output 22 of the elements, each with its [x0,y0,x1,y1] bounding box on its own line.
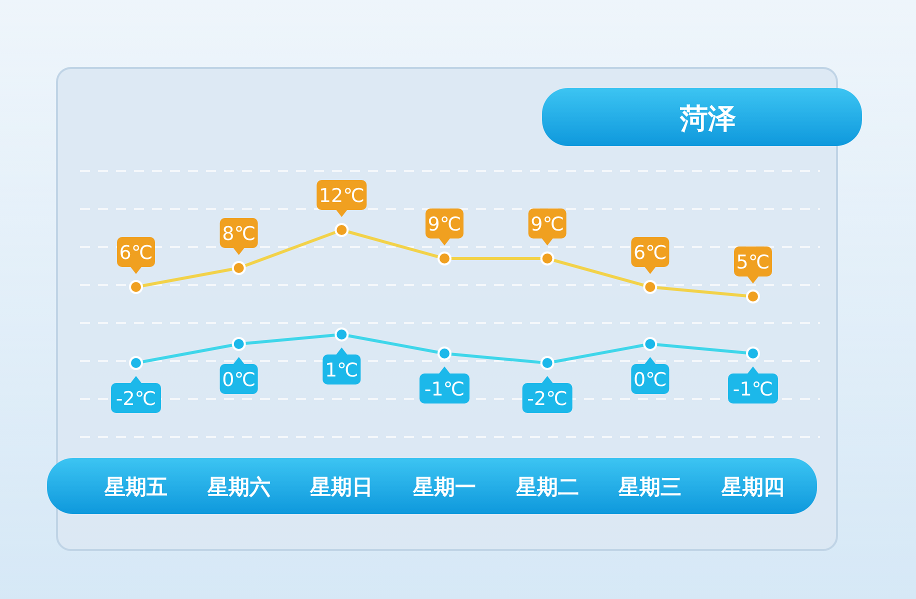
data-label: 0℃ [633,369,667,391]
data-label: 6℃ [119,242,153,264]
x-tick-label: 星期三 [618,475,682,499]
x-tick-label: 星期日 [309,475,374,499]
data-label: -1℃ [732,378,774,400]
data-label: 1℃ [324,360,358,382]
x-tick-label: 星期一 [412,475,476,499]
x-tick-label: 星期二 [514,475,579,499]
x-tick-label: 星期五 [104,475,168,499]
x-tick-label: 星期四 [720,475,784,499]
data-label: -2℃ [116,388,156,410]
data-label: 12℃ [318,185,364,207]
x-tick-label: 星期六 [206,475,270,499]
data-label: 6℃ [633,242,667,264]
data-label: -2℃ [527,388,568,410]
data-label: 5℃ [736,252,770,274]
data-label: 9℃ [428,214,462,236]
data-label: 8℃ [222,223,256,245]
data-label: -1℃ [424,378,465,400]
data-label: 0℃ [222,369,256,391]
data-label: 9℃ [530,214,564,236]
chart-title: 菏泽 [679,102,736,135]
